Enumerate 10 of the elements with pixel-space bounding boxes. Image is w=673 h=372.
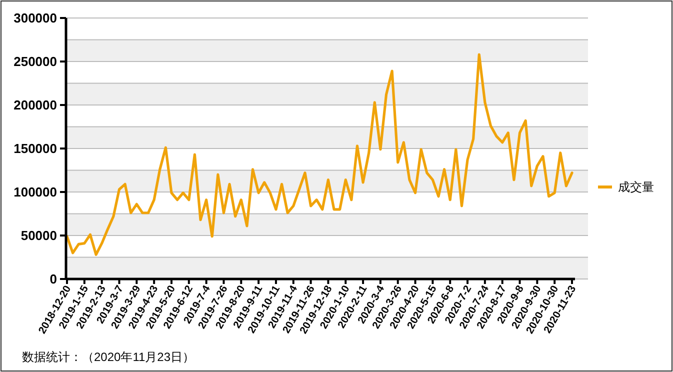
line-series — [66, 53, 574, 256]
y-tick-label: 150000 — [14, 141, 57, 156]
y-tick-label: 200000 — [14, 98, 57, 113]
y-tick-label: 0 — [50, 272, 57, 287]
y-tick-label: 250000 — [14, 54, 57, 70]
y-tick-label: 300000 — [14, 10, 57, 26]
y-tick-label: 50000 — [20, 228, 57, 244]
legend-label: 成交量 — [618, 180, 654, 194]
text: 数据统计：（2020年11月23日） — [22, 350, 194, 364]
y-tick-label: 100000 — [14, 184, 57, 200]
